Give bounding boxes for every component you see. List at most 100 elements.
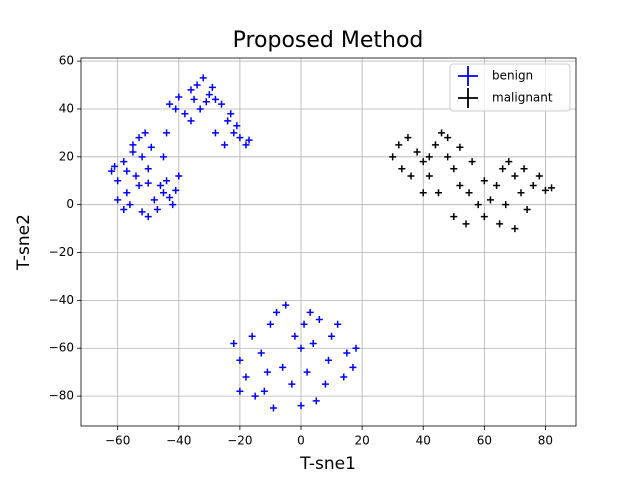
point xyxy=(334,320,342,328)
point xyxy=(230,129,238,137)
point xyxy=(172,186,180,194)
point xyxy=(236,356,244,364)
point xyxy=(242,373,250,381)
point xyxy=(340,373,348,381)
point xyxy=(297,402,305,410)
point xyxy=(193,81,201,89)
point xyxy=(120,158,128,166)
point xyxy=(425,172,433,180)
y-tick-label: −40 xyxy=(49,293,74,307)
point xyxy=(230,339,238,347)
y-tick-label: 60 xyxy=(59,54,74,68)
y-tick-label: 40 xyxy=(59,101,74,115)
point xyxy=(413,148,421,156)
point xyxy=(147,143,155,151)
point xyxy=(279,363,287,371)
point xyxy=(251,392,259,400)
point xyxy=(196,105,204,113)
point xyxy=(404,134,412,142)
point xyxy=(450,165,458,173)
point xyxy=(493,182,501,190)
y-tick-label: −60 xyxy=(49,341,74,355)
point xyxy=(218,100,226,108)
point xyxy=(315,316,323,324)
point xyxy=(187,117,195,125)
point xyxy=(325,356,332,364)
point xyxy=(328,332,336,340)
point xyxy=(496,220,504,228)
point xyxy=(444,153,452,161)
point xyxy=(141,129,149,137)
point xyxy=(199,74,207,82)
point xyxy=(160,153,167,161)
point xyxy=(456,143,464,151)
point xyxy=(288,380,296,388)
point xyxy=(282,301,290,309)
point xyxy=(245,136,253,144)
legend-box xyxy=(449,63,571,112)
point xyxy=(456,182,464,190)
point xyxy=(227,110,235,118)
point xyxy=(221,141,229,149)
point xyxy=(169,201,177,209)
point xyxy=(465,189,473,197)
point xyxy=(126,201,134,209)
point xyxy=(236,387,244,395)
point xyxy=(175,93,183,101)
point xyxy=(349,363,357,371)
point xyxy=(431,141,439,149)
point xyxy=(135,182,143,190)
point xyxy=(300,320,308,328)
point xyxy=(511,172,519,180)
point xyxy=(233,122,241,130)
point xyxy=(153,205,161,213)
point xyxy=(123,189,131,197)
point xyxy=(175,172,183,180)
point xyxy=(138,208,146,216)
point xyxy=(291,332,299,340)
point xyxy=(419,189,427,197)
point xyxy=(111,162,119,170)
point xyxy=(211,95,219,103)
point xyxy=(108,167,116,175)
point xyxy=(352,344,360,352)
point xyxy=(257,349,265,357)
point xyxy=(144,165,152,173)
chart-title: Proposed Method xyxy=(233,28,424,53)
y-tick-label: 0 xyxy=(66,197,74,211)
point xyxy=(502,201,510,209)
point xyxy=(114,177,122,185)
point xyxy=(163,177,171,185)
point xyxy=(444,134,452,142)
point xyxy=(541,186,549,194)
point xyxy=(309,339,317,347)
point xyxy=(273,308,281,316)
point xyxy=(523,205,531,213)
point xyxy=(480,177,488,185)
point xyxy=(529,182,537,190)
point xyxy=(260,387,268,395)
point xyxy=(548,184,556,192)
legend-marker xyxy=(458,66,478,86)
point xyxy=(144,179,152,187)
point xyxy=(123,167,131,175)
point xyxy=(389,153,397,161)
point xyxy=(486,196,494,204)
point xyxy=(144,213,152,221)
point xyxy=(535,172,543,180)
point xyxy=(190,95,198,103)
point xyxy=(181,110,189,118)
point xyxy=(248,332,256,340)
y-tick-label: −80 xyxy=(49,389,74,403)
point xyxy=(242,141,250,149)
point xyxy=(450,213,458,221)
point xyxy=(419,158,427,166)
point xyxy=(480,213,488,221)
point xyxy=(129,141,137,149)
point xyxy=(266,320,274,328)
x-tick-label: 40 xyxy=(416,434,431,448)
point xyxy=(120,205,128,213)
point xyxy=(425,153,433,161)
x-tick-label: −20 xyxy=(227,434,252,448)
